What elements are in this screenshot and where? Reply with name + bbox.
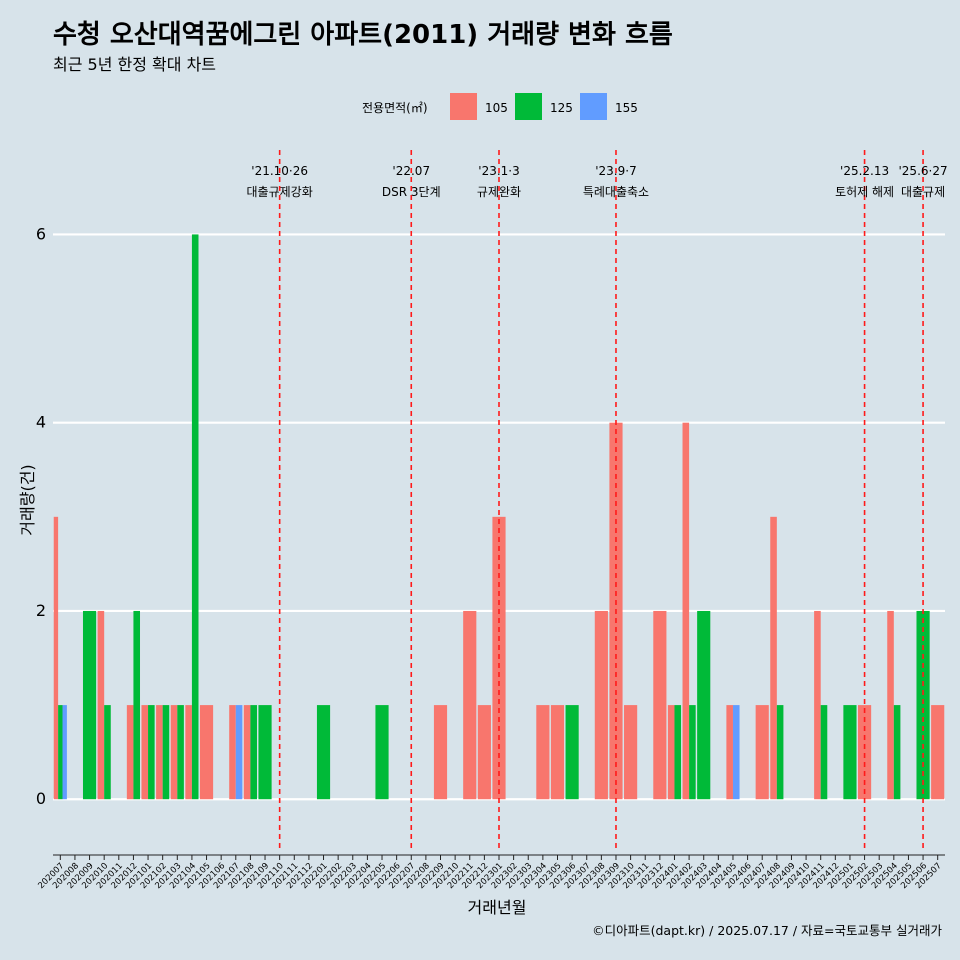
legend-key-105 (450, 93, 477, 120)
bar-125-202103 (177, 705, 184, 800)
event-desc-label: 대출규제강화 (247, 185, 313, 199)
event-desc-label: 특례대출축소 (583, 185, 649, 199)
bar-105-202212 (477, 705, 491, 800)
event-desc-label: 대출규제 (901, 185, 945, 199)
event-date-label: '23.9·7 (595, 164, 636, 178)
bar-125-202101 (148, 705, 155, 800)
bar-105-202304 (536, 705, 550, 800)
bar-105-202101 (141, 705, 149, 800)
legend-title: 전용면적(㎡) (362, 101, 428, 115)
y-tick-label: 0 (36, 789, 46, 808)
chart-title: 수청 오산대역꿈에그린 아파트(2011) 거래량 변화 흐름 (53, 20, 673, 50)
bar-125-202506 (916, 610, 930, 800)
bar-125-202201 (316, 705, 331, 800)
bar-125-202402 (689, 705, 696, 800)
bar-125-202205 (375, 705, 389, 800)
bar-125-202010 (104, 705, 111, 800)
bar-125-202102 (162, 705, 170, 800)
chart-subtitle: 최근 5년 한정 확대 차트 (53, 55, 216, 74)
legend-key-125 (515, 93, 542, 120)
bar-125-202403 (697, 610, 711, 800)
bar-125-202401 (674, 705, 682, 800)
bar-155-202007 (62, 705, 67, 800)
legend-label: 105 (485, 101, 508, 115)
bar-125-202504 (893, 705, 901, 800)
event-desc-label: 토허제 해제 (835, 185, 894, 199)
caption: ©디아파트(dapt.kr) / 2025.07.17 / 자료=국토교통부 실… (592, 923, 942, 938)
bar-105-202209 (433, 705, 448, 800)
bar-125-202501 (843, 705, 857, 800)
bar-105-202211 (463, 610, 477, 800)
bar-105-202401 (667, 705, 675, 800)
bar-105-202107 (229, 705, 236, 800)
event-lines: '21.10·26 대출규제강화 '22.07 DSR 3단계 '23.1·3 규제완화 '… (247, 150, 948, 851)
bar-105-202407 (755, 705, 769, 800)
event-date-label: '21.10·26 (251, 164, 308, 178)
bar-125-202009 (82, 610, 97, 800)
bar-125-202408 (776, 705, 784, 800)
bar-105-202310 (624, 705, 638, 800)
bar-155-202405 (732, 705, 740, 800)
event-desc-label: 규제완화 (477, 185, 521, 199)
bar-105-202408 (770, 516, 777, 800)
bar-105-202405 (726, 705, 733, 800)
bar-125-202012 (133, 610, 141, 800)
bar-125-202109 (258, 705, 272, 800)
bar-155-202107 (235, 705, 243, 800)
bar-105-202402 (682, 422, 690, 800)
bar-105-202007 (53, 516, 59, 800)
bar-105-202411 (814, 610, 821, 800)
bars (53, 234, 945, 800)
bar-125-202007 (58, 705, 63, 800)
event-desc-label: DSR 3단계 (382, 185, 441, 199)
legend-key-155 (580, 93, 607, 120)
legend-label: 155 (615, 101, 638, 115)
bar-105-202102 (156, 705, 163, 800)
event-date-label: '25.2.13 (840, 164, 889, 178)
bar-105-202504 (887, 610, 894, 800)
event-date-label: '22.07 (392, 164, 430, 178)
y-tick-label: 6 (36, 224, 46, 243)
bar-125-202411 (820, 705, 828, 800)
bar-105-202103 (170, 705, 178, 800)
y-tick-label: 4 (36, 413, 46, 432)
event-date-label: '23.1·3 (478, 164, 519, 178)
bar-105-202507 (931, 705, 945, 800)
y-axis-label: 거래량(건) (18, 464, 37, 535)
bar-105-202104 (185, 705, 192, 800)
bar-105-202108 (243, 705, 251, 800)
bar-125-202306 (565, 705, 579, 800)
y-tick-label: 2 (36, 601, 46, 620)
legend: 전용면적(㎡) 105 125 155 (362, 93, 638, 120)
bar-105-202502 (857, 705, 872, 800)
bar-105-202312 (653, 610, 667, 800)
bar-105-202308 (594, 610, 608, 800)
x-axis-label: 거래년월 (468, 898, 527, 917)
legend-label: 125 (550, 101, 573, 115)
bar-125-202108 (250, 705, 257, 800)
bar-105-202305 (550, 705, 565, 800)
event-date-label: '25.6·27 (899, 164, 948, 178)
bar-125-202104 (191, 234, 199, 800)
bar-105-202105 (199, 705, 214, 800)
bar-105-202010 (97, 610, 105, 800)
bar-105-202012 (126, 705, 134, 800)
